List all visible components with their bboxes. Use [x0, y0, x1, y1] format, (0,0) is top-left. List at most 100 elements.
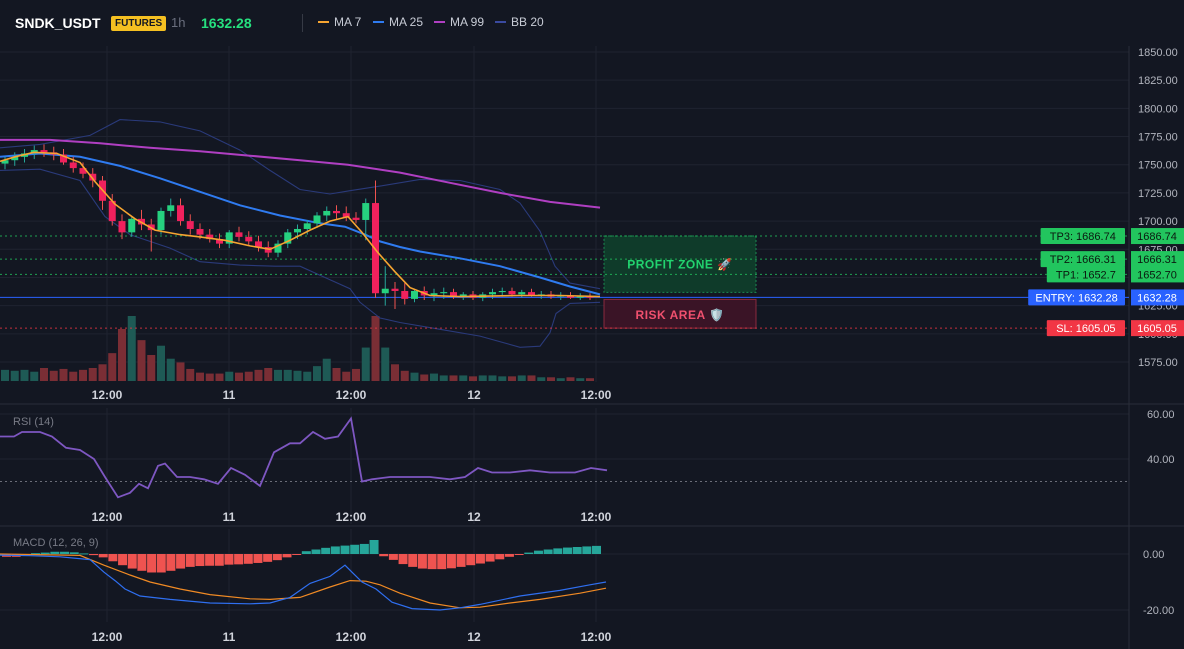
- macd-histogram-bar: [50, 551, 60, 554]
- macd-histogram-bar: [321, 547, 331, 554]
- interval-label[interactable]: 1h: [171, 15, 186, 30]
- symbol-name[interactable]: SNDK_USDT: [15, 15, 101, 31]
- volume-bar: [118, 329, 126, 381]
- macd-histogram-bar: [466, 554, 476, 566]
- candle-body: [128, 218, 136, 233]
- legend-bb20[interactable]: BB 20: [495, 15, 544, 29]
- macd-histogram-bar: [118, 554, 128, 566]
- main-time-tick: 12: [467, 388, 481, 402]
- rsi-time-tick: 11: [223, 510, 236, 524]
- candle-body: [352, 217, 360, 220]
- candle-body: [430, 293, 438, 296]
- axis-tag-label-tp: 1652.70: [1137, 269, 1177, 281]
- volume-bar: [20, 369, 29, 381]
- candle: [469, 290, 477, 300]
- volume-bar: [439, 375, 448, 381]
- macd-histogram-bar: [543, 549, 553, 554]
- macd-histogram-bar: [592, 545, 601, 554]
- legend-ma99[interactable]: MA 99: [434, 15, 484, 29]
- candle: [157, 207, 165, 235]
- volume-bar: [459, 375, 468, 381]
- legend-ma25[interactable]: MA 25: [373, 15, 423, 29]
- candle: [225, 230, 233, 249]
- candle-body: [323, 210, 331, 216]
- macd-histogram-bar: [176, 554, 186, 569]
- macd-histogram-bar: [572, 547, 582, 554]
- level-tag-label-tp: TP2: 1666.31: [1050, 254, 1116, 266]
- macd-time-tick: 12: [467, 630, 481, 644]
- candle-body: [450, 292, 457, 297]
- volume-bar: [127, 316, 136, 381]
- rsi-time-tick: 12:00: [92, 510, 123, 524]
- candle: [216, 233, 223, 249]
- level-tag-tp: [1040, 228, 1125, 245]
- macd-histogram-bar: [553, 548, 563, 554]
- candle-body: [235, 232, 243, 237]
- volume-bar: [157, 345, 165, 381]
- candle-body: [11, 156, 19, 161]
- volume-bar: [40, 368, 48, 381]
- candle-body: [206, 234, 214, 240]
- candle-body: [274, 243, 282, 253]
- candle-body: [411, 290, 418, 299]
- macd-histogram-bar: [475, 554, 485, 564]
- volume-bar: [322, 358, 331, 381]
- candle-body: [313, 215, 321, 224]
- price-axis-tick: 1675.00: [1138, 244, 1178, 256]
- rsi-time-tick: 12:00: [336, 510, 367, 524]
- macd-histogram-bar: [69, 552, 79, 554]
- macd-histogram-bar: [504, 554, 514, 557]
- candle: [11, 152, 19, 166]
- macd-histogram-bar: [350, 544, 360, 554]
- candle-body: [440, 292, 448, 294]
- price-axis-tick: 1850.00: [1138, 47, 1178, 59]
- volume-bar: [98, 364, 107, 381]
- candle-body: [177, 205, 184, 222]
- candle-body: [89, 173, 97, 181]
- candle: [391, 281, 399, 310]
- volume-bar: [430, 373, 438, 381]
- rsi-title: RSI (14): [13, 416, 54, 428]
- price-axis-tick: 1800.00: [1138, 103, 1178, 115]
- candle: [362, 198, 370, 241]
- candle-body: [362, 203, 370, 220]
- price-axis-tick: 1700.00: [1138, 216, 1178, 228]
- macd-histogram-bar: [253, 554, 263, 563]
- candle-body: [567, 295, 574, 298]
- volume-bar: [449, 375, 458, 381]
- macd-axis-tick: 0.00: [1143, 549, 1164, 561]
- candle: [381, 266, 389, 306]
- candle-body: [167, 205, 175, 211]
- candle: [245, 231, 253, 245]
- candle-body: [489, 292, 496, 295]
- volume-bar: [59, 368, 68, 381]
- volume-bar: [527, 375, 536, 381]
- volume-bar: [225, 371, 234, 381]
- price-axis-tick: 1775.00: [1138, 132, 1178, 144]
- volume-bar: [254, 369, 263, 381]
- volume-bar: [49, 370, 58, 381]
- macd-histogram-bar: [31, 553, 41, 555]
- macd-histogram-bar: [79, 553, 89, 555]
- candle-body: [586, 296, 594, 298]
- macd-histogram-bar: [340, 545, 350, 554]
- legend-ma99-label: MA 99: [450, 15, 485, 29]
- volume-bar: [498, 376, 507, 381]
- level-tag-sl: [1046, 320, 1125, 337]
- candle: [313, 212, 321, 228]
- candle-body: [118, 221, 126, 233]
- axis-tag-tp: [1131, 251, 1184, 268]
- candle-body: [284, 232, 292, 244]
- candle: [147, 218, 155, 252]
- axis-tag-sl: [1131, 320, 1184, 337]
- volume-bar: [586, 378, 594, 381]
- volume-bar: [79, 369, 87, 381]
- macd-histogram-bar: [301, 551, 311, 554]
- macd-time-tick: 12:00: [336, 630, 367, 644]
- legend-ma7[interactable]: MA 7: [318, 15, 361, 29]
- macd-histogram-bar: [195, 554, 205, 567]
- main-time-tick: 11: [223, 388, 236, 402]
- level-tag-label-sl: SL: 1605.05: [1056, 323, 1115, 335]
- volume-bar: [137, 340, 146, 381]
